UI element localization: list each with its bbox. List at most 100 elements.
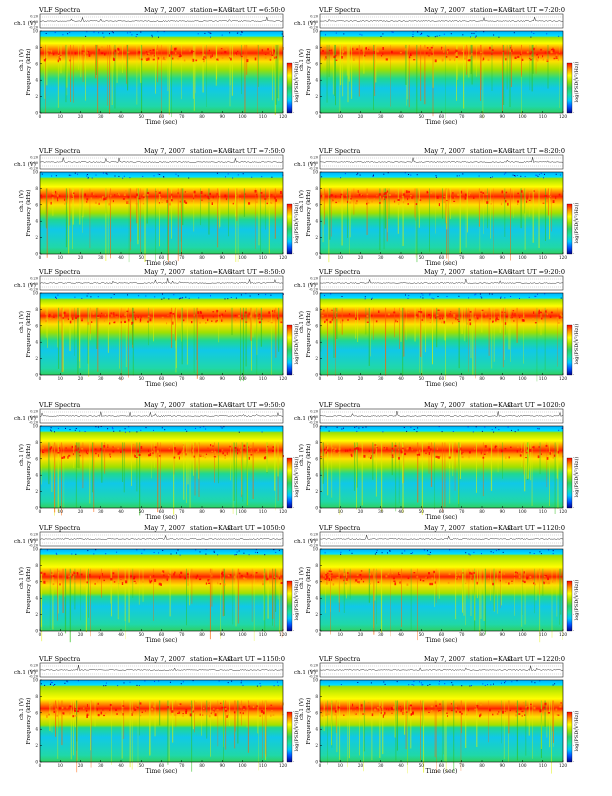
spectrum-speckle xyxy=(172,58,173,60)
spectrum-speckle xyxy=(539,551,540,552)
spectrum-speckle xyxy=(363,581,364,583)
spectrum-speckle xyxy=(124,579,125,581)
spectrum-speckle xyxy=(102,33,103,34)
panel-title: VLF Spectra xyxy=(318,655,360,663)
spectrum-speckle xyxy=(337,577,339,578)
spectrum-speckle xyxy=(246,59,248,62)
spectrum-streak xyxy=(492,45,493,91)
spectrum-speckle xyxy=(234,554,235,555)
spectrum-streak xyxy=(461,701,462,734)
spectrum-streak xyxy=(405,45,406,85)
spectrum-speckle xyxy=(174,457,176,459)
spectrum-speckle xyxy=(526,577,528,580)
spectrum-speckle xyxy=(375,554,376,555)
spectrum-speckle xyxy=(360,448,361,450)
spectrum-speckle xyxy=(517,56,519,58)
spectrum-speckle xyxy=(331,50,332,52)
spectrum-speckle xyxy=(272,310,273,312)
time-tick-label: 40 xyxy=(398,763,404,768)
spectrum-speckle xyxy=(182,449,184,452)
spectrum-speckle xyxy=(191,321,192,323)
time-tick-label: 90 xyxy=(220,632,226,637)
spectrum-speckle xyxy=(186,453,187,455)
spectrum-speckle xyxy=(75,715,77,717)
time-tick-label: 40 xyxy=(398,255,404,260)
time-tick-label: 110 xyxy=(259,509,267,514)
spectrogram-image xyxy=(320,549,563,631)
spectrum-speckle xyxy=(168,574,170,576)
spectrum-speckle xyxy=(113,200,114,202)
spectrum-speckle xyxy=(256,201,257,203)
spectrum-speckle xyxy=(408,191,410,193)
spectrum-speckle xyxy=(476,705,478,707)
spectrum-speckle xyxy=(110,195,111,197)
spectrum-speckle xyxy=(117,448,119,450)
spectrum-speckle xyxy=(406,712,408,713)
spectrum-streak xyxy=(175,308,176,341)
spectrum-speckle xyxy=(537,59,538,62)
spectrum-speckle xyxy=(380,706,382,707)
spectrum-speckle xyxy=(430,448,432,450)
spectrum-speckle xyxy=(98,427,99,428)
spectrum-speckle xyxy=(412,684,413,685)
spectrum-speckle xyxy=(237,449,238,452)
spectrum-speckle xyxy=(174,714,176,716)
spectrum-speckle xyxy=(444,34,445,35)
spectrum-streak xyxy=(83,188,84,217)
channel-axis-label: ch.1 (V) xyxy=(14,415,36,422)
spectrum-speckle xyxy=(216,59,218,61)
spectrum-speckle xyxy=(176,174,177,175)
time-tick-label: 30 xyxy=(98,632,104,637)
frequency-tick-label: 8 xyxy=(315,186,318,191)
spectrum-streak xyxy=(398,188,399,233)
spectrum-speckle xyxy=(519,298,520,299)
spectrum-speckle xyxy=(270,705,272,706)
spectrum-speckle xyxy=(326,582,328,585)
spectrum-speckle xyxy=(91,321,92,323)
spectrum-speckle xyxy=(60,55,61,56)
panel-station: station=KAG xyxy=(470,655,513,663)
panel-date: May 7, 2007 xyxy=(424,401,465,409)
spectrum-streak xyxy=(359,45,360,97)
spectrum-speckle xyxy=(138,316,139,318)
spectrum-speckle xyxy=(238,315,240,317)
spectrum-streak xyxy=(170,569,171,617)
spectrum-speckle xyxy=(347,319,349,320)
spectrum-speckle xyxy=(53,53,54,55)
channel-axis-side-label: ch.1 (V) xyxy=(298,190,305,212)
spectrum-speckle xyxy=(386,447,387,450)
spectrum-speckle xyxy=(429,55,430,57)
spectrum-speckle xyxy=(437,36,438,37)
spectrum-speckle xyxy=(110,456,111,458)
time-tick-label: 100 xyxy=(519,114,527,119)
spectrum-speckle xyxy=(442,318,443,320)
spectrum-speckle xyxy=(369,583,371,584)
spectrum-speckle xyxy=(550,452,551,455)
spectrum-speckle xyxy=(136,194,138,197)
spectrum-speckle xyxy=(409,56,410,58)
spectrum-speckle xyxy=(545,310,547,312)
spectrum-streak xyxy=(54,442,55,512)
panel-station: station=KAG xyxy=(190,6,233,14)
spectrum-speckle xyxy=(154,55,155,56)
spectrum-speckle xyxy=(228,575,230,577)
spectrum-speckle xyxy=(512,317,513,318)
panel-start-time: start UT =8:50:0 xyxy=(229,268,285,276)
time-tick-label: 40 xyxy=(118,114,124,119)
spectrum-speckle xyxy=(400,52,402,54)
spectrum-speckle xyxy=(365,296,366,297)
spectrum-speckle xyxy=(331,574,333,575)
spectrum-streak xyxy=(132,701,133,770)
colorbar xyxy=(567,581,572,631)
spectrum-speckle xyxy=(182,297,183,298)
spectrum-streak xyxy=(335,45,336,105)
spectrum-speckle xyxy=(498,316,499,318)
spectrum-speckle xyxy=(543,203,545,204)
frequency-tick-label: 4 xyxy=(35,219,38,224)
spectrum-streak xyxy=(432,308,433,365)
spectrum-speckle xyxy=(280,191,282,194)
spectrum-speckle xyxy=(533,191,535,192)
spectrum-speckle xyxy=(326,319,328,321)
